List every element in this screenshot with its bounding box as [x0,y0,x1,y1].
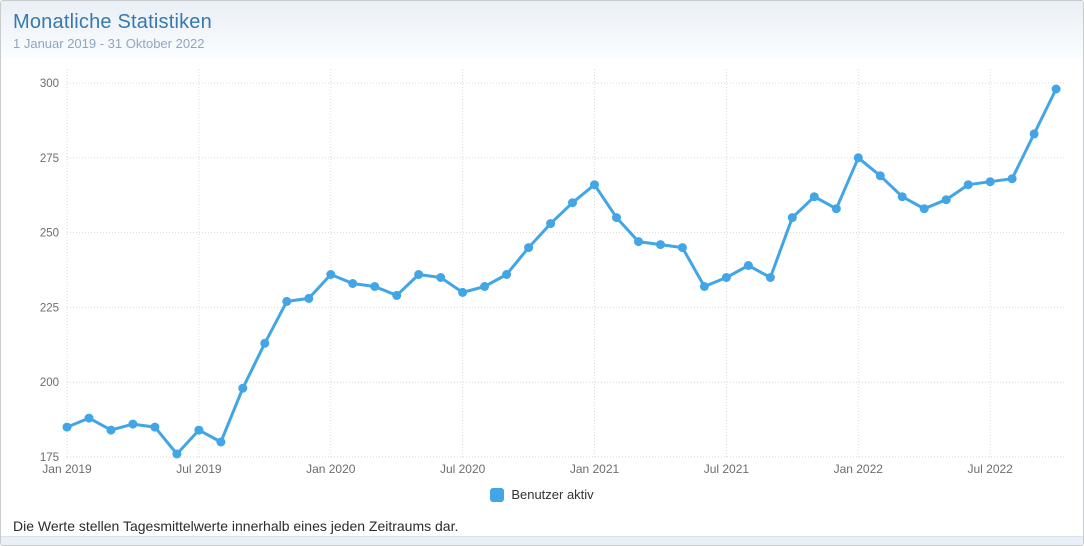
data-point[interactable] [282,296,292,306]
legend-label: Benutzer aktiv [511,487,594,502]
data-point[interactable] [765,273,775,282]
x-tick-label: Jul 2019 [176,462,222,476]
data-point[interactable] [326,270,336,279]
data-point[interactable] [502,270,512,279]
data-point[interactable] [524,243,534,253]
data-point[interactable] [1029,129,1039,139]
data-point[interactable] [546,219,556,229]
legend-swatch-icon [490,487,505,502]
data-point[interactable] [809,192,819,202]
data-point[interactable] [348,279,358,288]
data-point[interactable] [414,270,424,279]
y-tick-label: 275 [40,153,59,165]
x-tick-label: Jan 2021 [570,462,620,476]
data-point[interactable] [699,282,709,291]
y-tick-label: 250 [40,228,59,240]
data-point[interactable] [634,237,643,247]
panel-header: Monatliche Statistiken 1 Januar 2019 - 3… [1,1,1083,58]
y-tick-label: 175 [40,452,59,464]
data-point[interactable] [480,282,490,291]
data-point[interactable] [721,273,731,282]
data-point[interactable] [392,290,402,300]
data-point[interactable] [568,198,577,208]
data-point[interactable] [458,287,468,297]
x-tick-label: Jul 2022 [967,462,1013,476]
y-tick-label: 300 [40,78,59,90]
legend[interactable]: Benutzer aktiv [1,487,1083,502]
data-point[interactable] [919,204,929,214]
data-point[interactable] [831,204,841,214]
data-point[interactable] [875,171,885,181]
panel-title: Monatliche Statistiken [13,11,212,33]
next-panel-edge [1,536,1083,545]
panel-subtitle: 1 Januar 2019 - 31 Oktober 2022 [13,36,205,51]
y-tick-label: 225 [40,302,59,314]
data-point[interactable] [128,419,138,429]
data-point[interactable] [743,261,753,270]
data-point[interactable] [238,383,248,393]
series-line [65,87,1058,456]
data-point[interactable] [370,282,380,291]
y-tick-label: 200 [40,377,59,389]
data-point[interactable] [853,153,863,163]
data-point[interactable] [612,213,621,223]
x-tick-label: Jan 2020 [306,462,356,476]
data-point[interactable] [985,177,995,187]
data-point[interactable] [787,213,797,223]
footer-note: Die Werte stellen Tagesmittelwerte inner… [13,518,459,534]
data-point[interactable] [590,180,599,190]
data-point[interactable] [897,192,907,202]
data-point[interactable] [941,195,951,205]
data-point[interactable] [84,413,94,423]
data-point[interactable] [1007,174,1017,184]
data-point[interactable] [260,338,270,348]
data-point[interactable] [150,422,160,432]
data-point[interactable] [436,273,446,282]
data-point[interactable] [106,425,116,435]
data-point[interactable] [1051,84,1061,94]
data-point[interactable] [62,422,72,432]
data-point[interactable] [963,180,973,190]
data-point[interactable] [216,437,226,447]
data-point[interactable] [172,449,182,459]
x-tick-label: Jan 2019 [42,462,92,476]
x-tick-label: Jul 2021 [704,462,750,476]
line-chart[interactable]: 175 200 225 250 275 300 Jan 2019 Jul 2019 Jan 20… [1,58,1084,481]
x-tick-label: Jan 2022 [834,462,884,476]
data-point[interactable] [656,240,665,250]
data-point[interactable] [304,293,314,303]
x-tick-label: Jul 2020 [440,462,486,476]
data-point[interactable] [194,425,204,435]
data-point[interactable] [677,243,687,253]
